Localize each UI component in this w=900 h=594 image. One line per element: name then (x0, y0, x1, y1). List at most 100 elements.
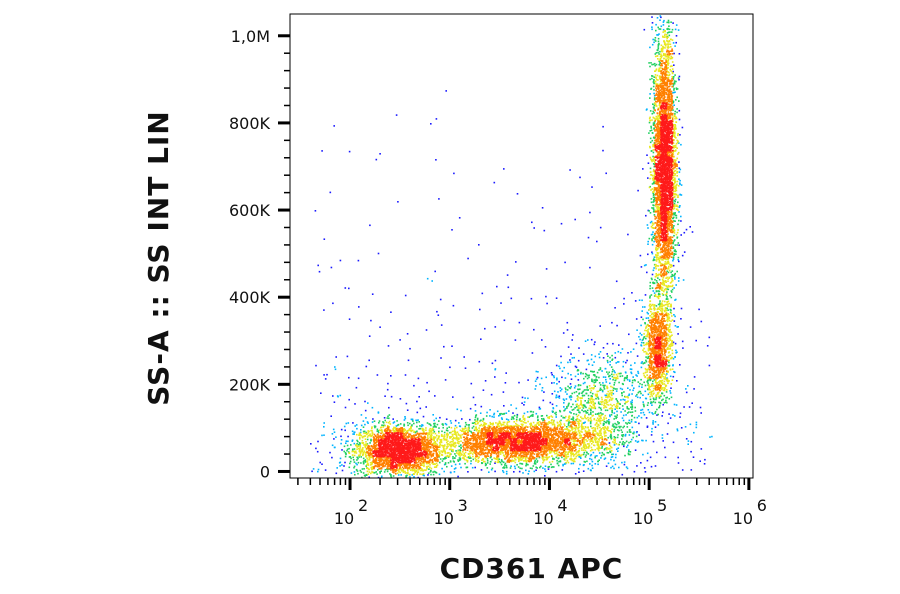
event-dot (562, 451, 565, 454)
event-dot (575, 439, 577, 442)
event-dot (438, 420, 440, 422)
event-dot (639, 332, 641, 335)
event-dot (407, 424, 409, 427)
event-dot (672, 84, 675, 86)
event-dot (600, 457, 602, 459)
event-dot (631, 384, 633, 387)
event-dot (623, 461, 626, 463)
event-dot (406, 474, 408, 477)
event-dot (592, 411, 594, 413)
event-dot (516, 193, 519, 195)
event-dot (522, 421, 525, 423)
event-dot (577, 388, 580, 391)
event-dot (429, 434, 432, 437)
event-dot (417, 469, 419, 471)
event-dot (587, 418, 590, 421)
event-dot (587, 446, 589, 449)
event-dot (580, 416, 582, 418)
event-dot (570, 424, 572, 426)
event-dot (665, 266, 667, 268)
event-dot (440, 450, 442, 452)
event-dot (561, 370, 564, 372)
event-dot (661, 289, 663, 291)
event-dot (603, 437, 606, 440)
event-dot (348, 376, 350, 379)
event-dot (470, 452, 472, 454)
event-dot (454, 442, 456, 445)
event-dot (656, 383, 658, 386)
event-dot (360, 429, 362, 431)
event-dot (595, 422, 598, 425)
event-dot (603, 431, 605, 433)
event-dot (659, 302, 661, 304)
event-dot (641, 439, 643, 442)
event-dot (444, 438, 447, 441)
event-dot (496, 410, 499, 413)
event-dot (433, 419, 435, 422)
event-dot (661, 282, 663, 285)
event-dot (606, 359, 609, 362)
event-dot (567, 405, 570, 407)
event-dot (387, 468, 389, 471)
event-dot (640, 324, 642, 327)
event-dot (662, 47, 664, 50)
event-dot (467, 428, 470, 431)
event-dot (659, 28, 662, 30)
event-dot (359, 438, 361, 440)
event-dot (662, 53, 665, 55)
event-dot (646, 380, 648, 383)
event-dot (668, 52, 670, 54)
event-dot (409, 476, 411, 478)
event-dot (386, 388, 389, 391)
event-dot (610, 385, 612, 388)
event-dot (674, 110, 676, 113)
event-dot (675, 205, 678, 207)
event-dot (674, 173, 676, 175)
event-dot (338, 462, 341, 464)
event-dot (608, 399, 611, 401)
event-dot (460, 409, 462, 412)
event-dot (641, 383, 643, 386)
event-dot (651, 303, 654, 306)
event-dot (390, 475, 392, 477)
event-dot (579, 384, 582, 387)
event-dot (567, 461, 570, 464)
event-dot (429, 423, 431, 426)
event-dot (649, 167, 652, 170)
event-dot (594, 438, 597, 440)
event-dot (576, 454, 579, 457)
event-dot (585, 454, 587, 456)
event-dot (556, 454, 559, 456)
event-dot (466, 466, 468, 469)
event-dot (444, 379, 447, 381)
event-dot (659, 394, 662, 397)
event-dot (546, 422, 549, 424)
event-dot (568, 415, 571, 417)
event-dot (585, 406, 587, 409)
event-dot (598, 376, 600, 379)
event-dot (577, 426, 579, 429)
event-dot (642, 401, 644, 403)
event-dot (615, 417, 617, 420)
event-dot (421, 469, 423, 471)
event-dot (429, 471, 432, 473)
event-dot (358, 434, 361, 436)
event-dot (497, 458, 499, 461)
event-dot (530, 458, 532, 461)
event-dot (529, 456, 531, 458)
event-dot (665, 294, 668, 297)
event-dot (555, 416, 557, 418)
event-dot (584, 421, 586, 424)
event-dot (489, 415, 491, 417)
event-dot (457, 437, 460, 439)
event-dot (527, 416, 529, 418)
event-dot (347, 435, 349, 438)
event-dot (578, 392, 581, 394)
event-dot (685, 391, 688, 394)
event-dot (573, 453, 575, 456)
event-dot (667, 382, 669, 385)
event-dot (507, 419, 510, 421)
event-dot (574, 218, 576, 221)
event-dot (531, 467, 533, 470)
event-dot (482, 452, 484, 455)
